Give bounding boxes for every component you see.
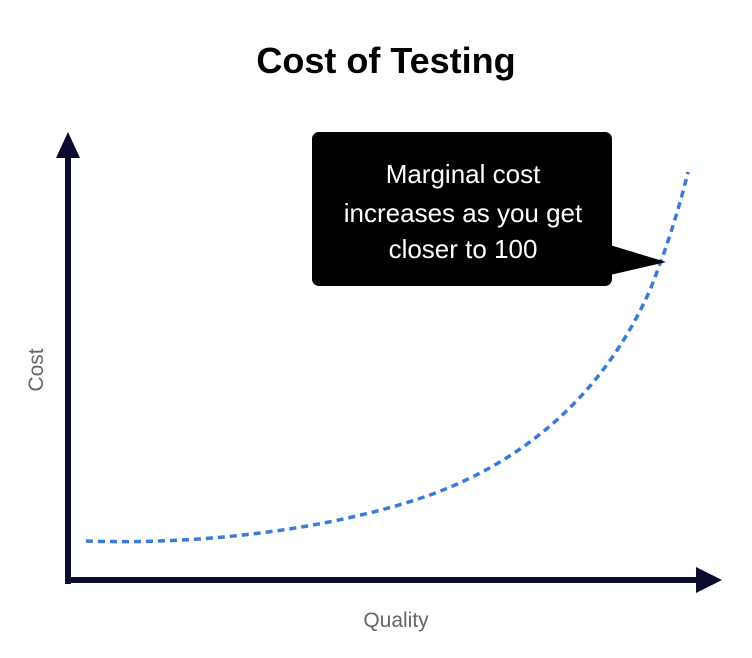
x-axis (65, 567, 722, 593)
y-axis (56, 132, 80, 584)
x-axis-label: Quality (363, 609, 429, 632)
y-axis-arrow-icon (56, 132, 80, 158)
y-axis-label: Cost (25, 348, 48, 391)
callout: Marginal cost increases as you get close… (312, 132, 666, 286)
callout-line: increases as you get (344, 198, 583, 228)
cost-curve (85, 171, 690, 544)
callout-line: Marginal cost (386, 159, 541, 189)
diagram-title: Cost of Testing (256, 40, 515, 81)
callout-box (312, 132, 612, 286)
callout-line: closer to 100 (389, 234, 538, 264)
x-axis-arrow-icon (696, 567, 722, 593)
callout-pointer (610, 245, 666, 275)
